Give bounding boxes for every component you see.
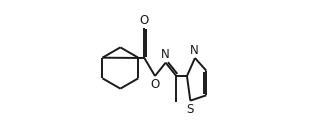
Text: N: N — [190, 44, 199, 57]
Text: N: N — [161, 48, 169, 61]
Text: O: O — [151, 78, 160, 91]
Text: O: O — [140, 14, 149, 27]
Text: S: S — [186, 103, 194, 116]
